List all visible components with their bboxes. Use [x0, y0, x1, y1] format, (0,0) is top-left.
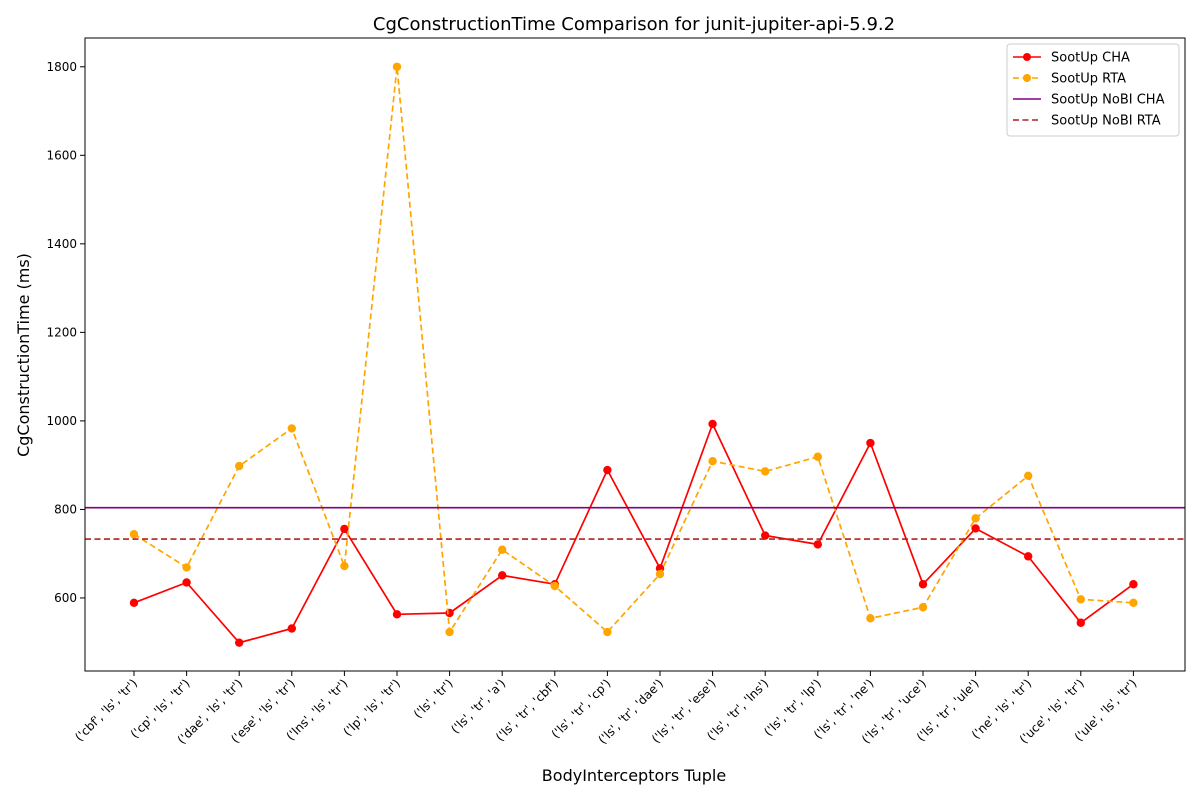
data-point — [655, 569, 665, 579]
legend-item: SootUp RTA — [1013, 72, 1126, 87]
y-tick-label: 600 — [54, 591, 77, 605]
data-point — [129, 598, 139, 608]
data-point — [761, 467, 770, 476]
data-point — [287, 624, 296, 633]
plot-area — [85, 62, 1185, 647]
legend-label: SootUp NoBI CHA — [1051, 93, 1165, 108]
data-point — [182, 563, 191, 572]
data-point — [918, 580, 928, 589]
legend-label: SootUp RTA — [1051, 72, 1126, 87]
data-point — [1076, 618, 1086, 627]
legend-item: SootUp NoBI CHA — [1013, 93, 1165, 108]
data-point — [392, 62, 402, 71]
data-point — [287, 424, 296, 433]
y-axis-title: CgConstructionTime (ms) — [14, 253, 33, 457]
data-point — [498, 545, 507, 554]
data-point — [603, 465, 612, 475]
data-point — [340, 561, 349, 571]
y-tick-label: 1800 — [46, 60, 77, 74]
data-point — [340, 524, 349, 534]
legend-item: SootUp NoBI RTA — [1013, 114, 1161, 129]
data-point — [971, 514, 980, 523]
legend-label: SootUp CHA — [1051, 51, 1130, 66]
data-point — [1129, 598, 1138, 608]
y-tick-label: 1600 — [46, 148, 77, 162]
data-point — [603, 627, 612, 637]
data-point — [445, 627, 454, 637]
legend: SootUp CHA SootUp RTA SootUp NoBI CHA SootU… — [1006, 43, 1180, 137]
data-point — [1076, 595, 1086, 604]
data-point — [498, 571, 507, 580]
legend-label: SootUp NoBI RTA — [1051, 114, 1161, 129]
legend-item: SootUp CHA — [1013, 51, 1130, 66]
series-sootup-rta — [129, 62, 1138, 637]
y-tick-label: 1000 — [46, 414, 77, 428]
x-axis-ticks: ('cbf', 'ls', 'tr')('cp', 'ls', 'tr')('d… — [72, 671, 1140, 747]
data-point — [866, 438, 875, 448]
data-point — [708, 456, 717, 466]
data-point — [708, 419, 717, 429]
legend-marker — [1023, 53, 1031, 61]
data-point — [445, 608, 454, 618]
series-sootup-cha — [129, 419, 1138, 647]
data-point — [813, 452, 822, 461]
data-point — [550, 581, 559, 591]
legend-marker — [1023, 74, 1031, 82]
y-tick-label: 1200 — [46, 325, 77, 339]
data-point — [1023, 552, 1033, 561]
data-point — [182, 578, 191, 587]
series-line — [133, 65, 1134, 633]
y-tick-label: 1400 — [46, 237, 77, 251]
plot-frame — [84, 37, 1186, 672]
data-point — [235, 461, 244, 471]
data-point — [1023, 471, 1033, 480]
chart-title: CgConstructionTime Comparison for junit-… — [373, 14, 895, 35]
y-axis-ticks: 600 800 1000 1200 1400 1600 1800 — [46, 60, 85, 605]
series-line — [133, 423, 1134, 644]
x-tick-label: ('ls', 'tr') — [411, 676, 456, 721]
data-point — [866, 614, 875, 623]
data-point — [813, 540, 822, 549]
legend-box — [1006, 43, 1180, 137]
data-point — [971, 524, 980, 533]
data-point — [918, 603, 928, 612]
data-point — [761, 531, 770, 540]
data-point — [1129, 580, 1138, 589]
data-point — [129, 530, 139, 539]
data-point — [392, 610, 402, 619]
x-axis-title: BodyInterceptors Tuple — [542, 766, 726, 785]
data-point — [235, 638, 244, 647]
y-tick-label: 800 — [54, 502, 77, 516]
